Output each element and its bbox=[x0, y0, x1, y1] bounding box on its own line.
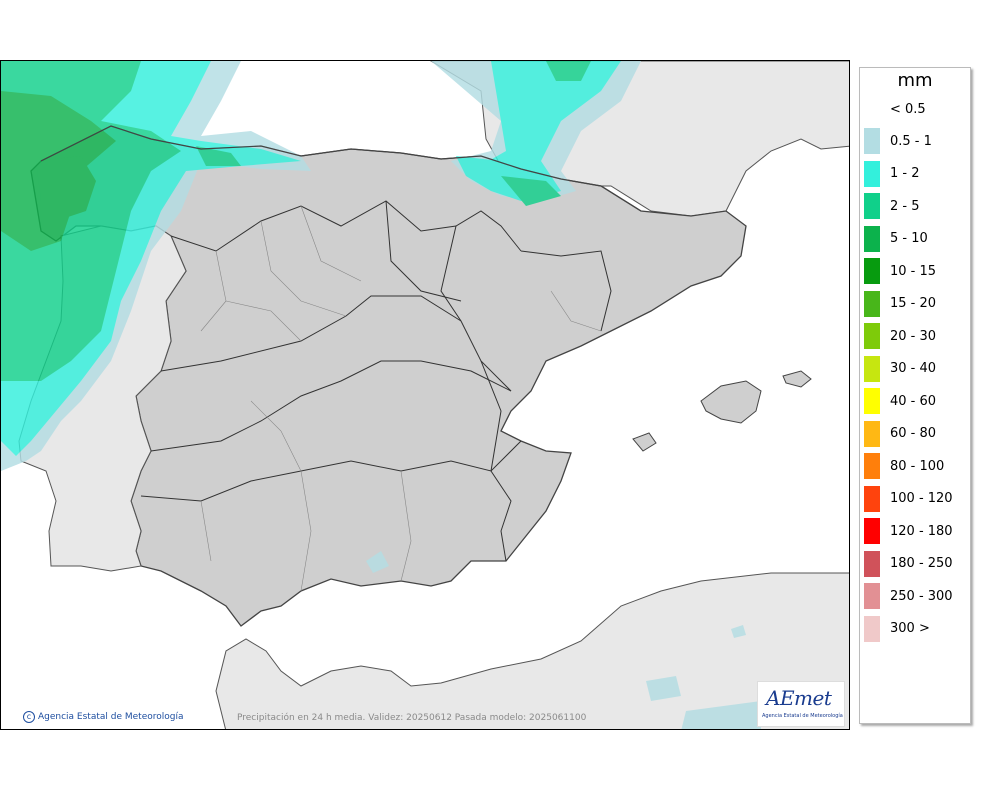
legend-item: 30 - 40 bbox=[864, 355, 937, 382]
legend-item: 80 - 100 bbox=[864, 453, 944, 479]
legend-item: 2 - 5 bbox=[864, 193, 920, 219]
legend-label: 40 - 60 bbox=[890, 393, 937, 409]
legend-below-threshold: < 0.5 bbox=[890, 102, 926, 117]
logo-name: AEmet bbox=[766, 686, 832, 710]
legend-label: 20 - 30 bbox=[890, 328, 937, 344]
africa-land bbox=[215, 572, 849, 729]
copyright-icon: c bbox=[23, 711, 35, 723]
legend-swatch bbox=[864, 355, 880, 382]
legend-label: 0.5 - 1 bbox=[890, 133, 932, 149]
legend-label: 100 - 120 bbox=[890, 491, 953, 506]
legend-swatch bbox=[864, 615, 880, 642]
legend-item: 60 - 80 bbox=[864, 420, 937, 447]
legend-label: 10 - 15 bbox=[890, 263, 937, 279]
legend-label: 120 - 180 bbox=[890, 523, 953, 539]
legend-swatch bbox=[864, 388, 880, 414]
legend-label: 300 > bbox=[890, 621, 930, 636]
legend-item: 10 - 15 bbox=[864, 258, 936, 284]
coastline bbox=[40, 125, 642, 212]
legend-swatch bbox=[864, 258, 880, 284]
precipitation-layer bbox=[1, 61, 761, 729]
legend-item: 120 - 180 bbox=[864, 518, 953, 544]
precipitation-map: c Agencia Estatal de Meteorología Precip… bbox=[0, 60, 850, 730]
legend-item: 180 - 250 bbox=[864, 550, 953, 577]
legend-swatch bbox=[864, 550, 880, 577]
legend-label: 5 - 10 bbox=[890, 231, 928, 246]
logo-subtitle: Agencia Estatal de Meteorología bbox=[762, 713, 843, 719]
legend-swatch bbox=[864, 128, 880, 154]
credit-text: c Agencia Estatal de Meteorología bbox=[23, 711, 184, 723]
legend-unit: mm bbox=[897, 70, 933, 91]
legend-swatch bbox=[864, 518, 880, 544]
legend-label: 2 - 5 bbox=[890, 198, 920, 214]
legend-swatch bbox=[864, 420, 880, 447]
legend-swatch bbox=[864, 323, 880, 349]
credit-label: Agencia Estatal de Meteorología bbox=[38, 712, 184, 722]
legend-label: 250 - 300 bbox=[890, 588, 953, 604]
aemet-logo: AEmet Agencia Estatal de Meteorología bbox=[757, 681, 845, 727]
legend-label: 60 - 80 bbox=[890, 426, 937, 441]
legend-swatch bbox=[864, 193, 880, 219]
legend-item: 15 - 20 bbox=[864, 290, 937, 317]
province-borders bbox=[200, 205, 602, 592]
legend-item: 20 - 30 bbox=[864, 323, 936, 349]
legend-item: 250 - 300 bbox=[864, 583, 953, 609]
legend-item: 5 - 10 bbox=[864, 225, 928, 252]
menorca-land bbox=[782, 370, 812, 388]
legend-swatch bbox=[864, 290, 880, 317]
legend-label: 180 - 250 bbox=[890, 556, 953, 571]
legend-label: 15 - 20 bbox=[890, 296, 937, 311]
legend-swatch bbox=[864, 225, 880, 252]
legend-swatch bbox=[864, 583, 880, 609]
legend-label: 80 - 100 bbox=[890, 458, 945, 474]
ibiza-land bbox=[632, 432, 657, 452]
legend-label: 1 - 2 bbox=[890, 166, 920, 181]
map-caption: Precipitación en 24 h media. Validez: 20… bbox=[237, 713, 587, 723]
legend-item: 40 - 60 bbox=[864, 388, 936, 414]
legend-swatch bbox=[864, 160, 880, 187]
legend-item: 1 - 2 bbox=[864, 160, 920, 187]
mallorca-land bbox=[700, 380, 762, 424]
legend-swatch bbox=[864, 453, 880, 479]
legend-item: 0.5 - 1 bbox=[864, 128, 932, 154]
legend-item: 300 > bbox=[864, 615, 930, 642]
legend-panel: mm < 0.5 0.5 - 1 1 - 2 2 - 5 5 - 10 10 - 15 1… bbox=[859, 67, 971, 724]
legend-label: 30 - 40 bbox=[890, 361, 937, 376]
legend-swatch bbox=[864, 485, 880, 512]
map-canvas bbox=[1, 61, 849, 729]
legend-item: 100 - 120 bbox=[864, 485, 953, 512]
region-borders bbox=[140, 200, 612, 562]
